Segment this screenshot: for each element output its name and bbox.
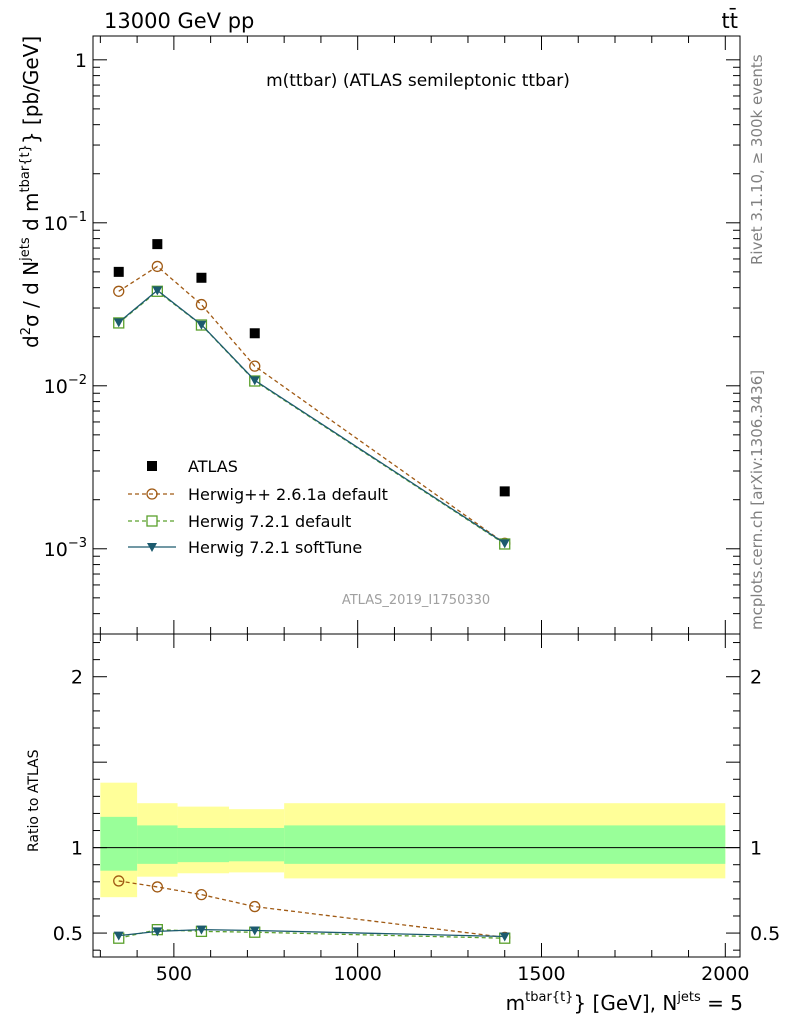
main-line-herwig-7-2-1-softtune <box>118 289 506 544</box>
main-plot-area <box>113 239 511 550</box>
main-panel: 10−3 10−2 10−1 1 m(ttbar) (ATLAS semilepton… <box>18 35 741 635</box>
main-point-herwig-7-2-1-softtune <box>113 318 124 328</box>
ratio-band-inner <box>229 827 285 862</box>
analysis-watermark: ATLAS_2019_I1750330 <box>342 593 490 608</box>
ratio-band-inner <box>100 816 138 871</box>
legend-marker-herwig-2-6-1a-default <box>146 488 158 500</box>
header-process-label: tt̄ <box>722 8 738 33</box>
main-axes: 10−3 10−2 10−1 1 <box>44 36 740 635</box>
ratio-line-herwig-2-6-1a-default <box>118 880 505 938</box>
main-point-atlas <box>152 239 163 250</box>
main-point-herwig-7-2-1-softtune <box>499 539 510 549</box>
ratio-line-herwig-7-2-1-default <box>118 929 505 939</box>
main-point-herwig-2-6-1a-default <box>113 285 125 297</box>
main-point-atlas <box>113 266 124 277</box>
ratio-point-herwig-7-2-1-softtune <box>152 927 163 937</box>
main-point-herwig-2-6-1a-default <box>151 260 163 273</box>
mcplots-credit-label: mcplots.cern.ch [arXiv:1306.3436] <box>748 370 766 630</box>
main-y-tick-label: 10−2 <box>44 373 87 398</box>
ratio-point-herwig-2-6-1a-default <box>249 900 261 913</box>
legend-marker-herwig-7-2-1-default <box>146 515 158 527</box>
ratio-point-herwig-2-6-1a-default <box>151 881 163 893</box>
ratio-axes: 0.5 0.5 1 1 2 2 500 1000 1500 2000 <box>53 634 780 985</box>
main-point-herwig-2-6-1a-default <box>195 298 208 311</box>
header-collision-label: 13000 GeV pp <box>104 9 254 33</box>
ratio-band-inner <box>137 825 178 864</box>
main-y-tick-label: 10−1 <box>44 210 87 235</box>
main-y-tick-label: 1 <box>75 50 87 72</box>
main-point-herwig-7-2-1-softtune <box>196 320 207 330</box>
ratio-point-herwig-2-6-1a-default <box>113 875 125 887</box>
main-point-herwig-2-6-1a-default <box>249 360 261 372</box>
legend-label-herwigpp: Herwig++ 2.6.1a default <box>188 485 388 504</box>
ratio-plot-area <box>93 782 740 944</box>
ratio-y-axis-label: Ratio to ATLAS <box>26 749 42 852</box>
x-tick-label: 500 <box>156 963 192 985</box>
main-y-tick-label: 10−3 <box>44 536 87 561</box>
ratio-y-tick-label-right: 1 <box>750 838 762 860</box>
legend-label-herwig7-default: Herwig 7.2.1 default <box>188 512 351 531</box>
ratio-y-tick-label-right: 2 <box>750 667 762 689</box>
ratio-point-herwig-7-2-1-softtune <box>196 925 207 935</box>
ratio-y-tick-label-left: 1 <box>71 838 83 860</box>
ratio-y-tick-label-left: 2 <box>71 667 83 689</box>
main-point-atlas <box>249 328 260 339</box>
legend-label-herwig7-softtune: Herwig 7.2.1 softTune <box>188 538 362 557</box>
legend-marker-herwig-7-2-1-softtune <box>147 543 157 552</box>
ratio-point-herwig-2-6-1a-default <box>195 888 208 901</box>
main-plot-title: m(ttbar) (ATLAS semileptonic ttbar) <box>266 71 570 91</box>
ratio-panel: 0.5 0.5 1 1 2 2 500 1000 1500 2000 Ratio to ATLAS… <box>26 633 780 1015</box>
ratio-band-inner <box>177 827 230 863</box>
ratio-y-tick-label-right: 0.5 <box>750 923 780 945</box>
ratio-point-herwig-7-2-1-softtune <box>113 931 124 941</box>
legend-marker-atlas <box>147 461 157 471</box>
main-line-herwig-2-6-1a-default <box>118 265 506 544</box>
main-point-herwig-7-2-1-softtune <box>152 286 163 296</box>
ratio-y-tick-label-left: 0.5 <box>53 923 83 945</box>
main-y-axis-label: d2σ / d Njets d mtbar{t}} [pb/GeV] <box>18 36 43 348</box>
ratio-frame <box>92 633 741 958</box>
legend: ATLAS Herwig++ 2.6.1a default Herwig 7.2… <box>128 457 388 557</box>
rivet-version-label: Rivet 3.1.10, ≥ 300k events <box>748 54 766 265</box>
ratio-point-herwig-7-2-1-softtune <box>249 926 260 936</box>
main-point-atlas <box>499 486 510 497</box>
x-tick-label: 1500 <box>517 963 565 985</box>
legend-label-atlas: ATLAS <box>188 457 238 476</box>
ratio-point-herwig-7-2-1-softtune <box>499 932 510 942</box>
x-tick-label: 1000 <box>334 963 382 985</box>
main-point-atlas <box>196 272 207 283</box>
x-tick-label: 2000 <box>701 963 749 985</box>
x-axis-label: mtbar{t}} [GeV], Njets = 5 <box>506 990 743 1015</box>
main-point-herwig-7-2-1-softtune <box>249 376 260 386</box>
ratio-band-inner <box>284 825 726 864</box>
